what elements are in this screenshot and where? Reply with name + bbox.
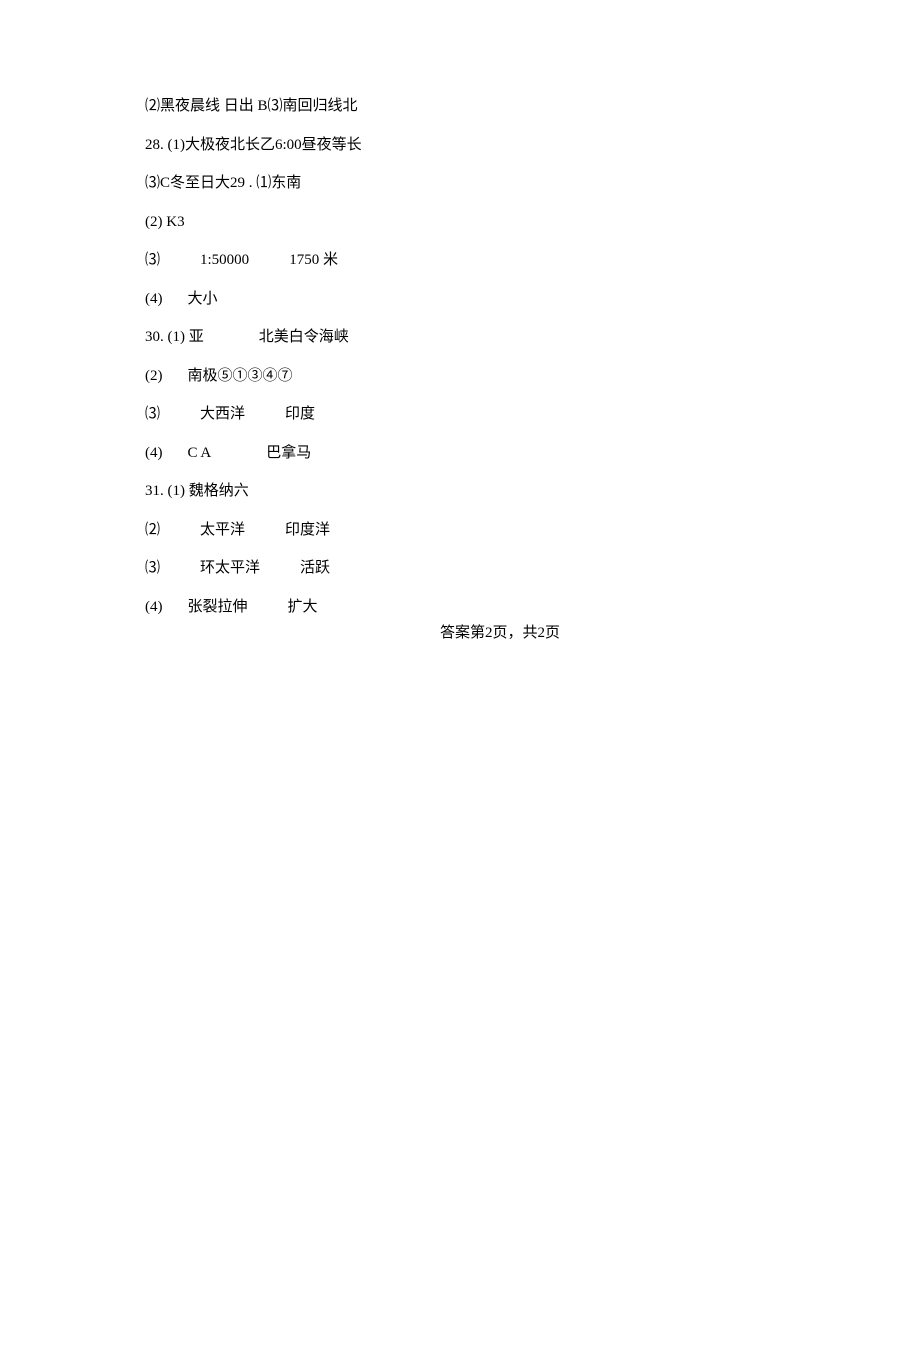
text: 大小 — [188, 291, 218, 307]
label: (2) — [145, 368, 163, 384]
text: 扩大 — [288, 599, 318, 615]
footer-text: 答案第2页，共2页 — [440, 625, 560, 641]
label: ⑶ — [145, 560, 160, 576]
text: 巴拿马 — [266, 445, 311, 461]
label: (4) — [145, 291, 163, 307]
text: 印度 — [285, 406, 315, 422]
label: 30. (1) 亚 — [145, 329, 204, 345]
text: 环太平洋 — [200, 560, 260, 576]
text: 1750 米 — [289, 252, 338, 268]
text: 1:50000 — [200, 252, 249, 268]
text: 31. (1) 魏格纳六 — [145, 483, 249, 499]
answer-line-6: (4) 大小 — [145, 288, 775, 311]
text: 28. (1)大极夜北长乙6:00昼夜等长 — [145, 137, 362, 153]
text: 太平洋 — [200, 522, 245, 538]
text: 活跃 — [300, 560, 330, 576]
answer-line-5: ⑶ 1:50000 1750 米 — [145, 249, 775, 272]
answer-line-1: ⑵黑夜晨线 日出 B⑶南回归线北 — [145, 95, 775, 118]
answer-line-8: (2) 南极⑤①③④⑦ — [145, 365, 775, 388]
label: ⑶ — [145, 252, 160, 268]
text: C A — [188, 445, 212, 461]
text: 大西洋 — [200, 406, 245, 422]
answer-line-7: 30. (1) 亚 北美白令海峡 — [145, 326, 775, 349]
answer-line-13: ⑶ 环太平洋 活跃 — [145, 557, 775, 580]
text: 印度洋 — [285, 522, 330, 538]
answer-line-11: 31. (1) 魏格纳六 — [145, 480, 775, 503]
label: ⑶ — [145, 406, 160, 422]
answer-line-10: (4) C A 巴拿马 — [145, 442, 775, 465]
text: 张裂拉伸 — [188, 599, 248, 615]
text: ⑵黑夜晨线 日出 B⑶南回归线北 — [145, 98, 358, 114]
text: (2) K3 — [145, 214, 185, 230]
label: (4) — [145, 599, 163, 615]
answer-line-14: (4) 张裂拉伸 扩大 — [145, 596, 775, 619]
page-footer: 答案第2页，共2页 — [225, 622, 775, 645]
label: (4) — [145, 445, 163, 461]
text: ⑶C冬至日大29 . ⑴东南 — [145, 175, 301, 191]
answer-line-2: 28. (1)大极夜北长乙6:00昼夜等长 — [145, 134, 775, 157]
answer-line-9: ⑶ 大西洋 印度 — [145, 403, 775, 426]
label: ⑵ — [145, 522, 160, 538]
answer-line-4: (2) K3 — [145, 211, 775, 234]
text: 北美白令海峡 — [259, 329, 349, 345]
answer-line-12: ⑵ 太平洋 印度洋 — [145, 519, 775, 542]
text: 南极⑤①③④⑦ — [188, 368, 293, 384]
answer-line-3: ⑶C冬至日大29 . ⑴东南 — [145, 172, 775, 195]
